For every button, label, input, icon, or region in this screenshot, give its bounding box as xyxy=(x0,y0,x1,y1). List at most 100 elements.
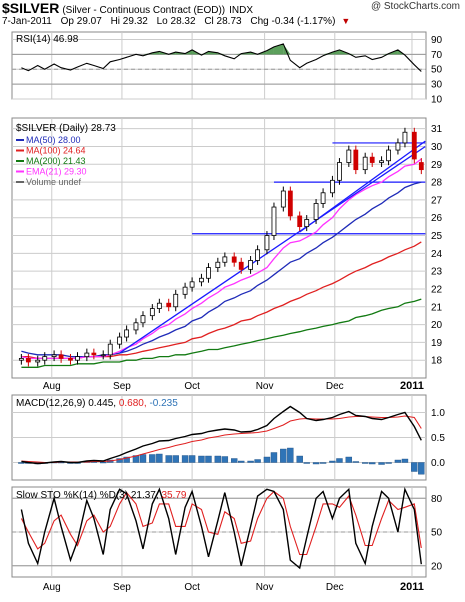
sto-title-part: Slow STO %K(14) %D(3) xyxy=(16,490,131,501)
rsi-overbought-fill xyxy=(283,43,291,55)
legend-item: MA(200) 21.43 xyxy=(26,156,86,166)
y-tick-label: 50 xyxy=(431,528,443,539)
title-line: $SILVER (Silver - Continuous Contract (EO… xyxy=(2,0,253,16)
macd-histogram-bar xyxy=(401,458,409,463)
legend-item: EMA(21) 29.30 xyxy=(26,167,87,177)
macd-histogram-bar xyxy=(123,456,130,463)
y-tick-label: 0.0 xyxy=(431,458,445,469)
macd-histogram-bar xyxy=(139,454,147,463)
macd-histogram-bar xyxy=(270,452,278,463)
macd-histogram-bar xyxy=(172,455,179,463)
y-tick-label: 29 xyxy=(431,160,443,171)
candle-body xyxy=(264,235,270,251)
candle-body xyxy=(238,261,244,270)
macd-histogram-bar xyxy=(378,462,385,465)
candle-body xyxy=(369,156,375,163)
quote-open: Op 29.07 xyxy=(60,16,102,27)
macd-signal-line xyxy=(21,415,422,464)
x-tick-label: Dec xyxy=(326,582,344,593)
y-tick-label: 20 xyxy=(431,320,443,331)
macd-histogram-bar xyxy=(369,462,376,465)
macd-title-part: 0.680, xyxy=(119,398,150,409)
y-tick-label: 27 xyxy=(431,195,443,206)
legend-item: MA(100) 24.64 xyxy=(26,146,86,156)
candle-body xyxy=(362,156,368,171)
macd-histogram-bar xyxy=(221,456,229,463)
sto-title-part: 35.79 xyxy=(161,490,186,501)
macd-histogram-bar xyxy=(156,453,163,463)
candle-body xyxy=(35,359,41,363)
candle-body xyxy=(140,315,146,324)
macd-title-part: -0.235 xyxy=(149,398,178,409)
ma200-line xyxy=(21,298,422,368)
legend-item: Volume undef xyxy=(26,177,82,187)
quote-close: Cl 28.73 xyxy=(204,16,242,27)
rsi-overbought-fill xyxy=(266,46,274,55)
candle-body xyxy=(287,190,293,217)
x-tick-label: Oct xyxy=(184,582,200,593)
macd-histogram-bar xyxy=(385,462,392,464)
x-tick-label: Dec xyxy=(326,381,344,392)
candle-body xyxy=(222,256,228,263)
macd-histogram-bar xyxy=(287,447,294,463)
quote-date: 7-Jan-2011 xyxy=(2,16,52,27)
macd-histogram-bar xyxy=(263,456,271,463)
macd-histogram-bar xyxy=(411,462,418,472)
candle-body xyxy=(418,162,424,171)
candle-body xyxy=(156,302,162,309)
macd-histogram-bar xyxy=(312,462,320,465)
x-tick-label: 2011 xyxy=(400,581,424,593)
candle-body xyxy=(248,260,253,270)
y-tick-label: 25 xyxy=(431,231,443,242)
macd-histogram-bar xyxy=(296,455,303,463)
candle-body xyxy=(124,329,130,338)
sto-title-part: 21.37, xyxy=(131,490,162,501)
sto-k-line xyxy=(20,486,422,570)
macd-histogram-bar xyxy=(336,458,343,463)
candle-body xyxy=(271,206,277,236)
y-tick-label: 90 xyxy=(431,35,443,46)
candle-body xyxy=(206,267,211,279)
candle-body xyxy=(411,131,417,160)
candle-body xyxy=(255,249,260,261)
macd-histogram-bar xyxy=(205,455,212,463)
y-tick-label: 24 xyxy=(431,249,443,260)
x-tick-label: Sep xyxy=(113,582,131,593)
quote-line: 7-Jan-2011 Op 29.07 Hi 29.32 Lo 28.32 Cl… xyxy=(2,16,356,27)
macd-histogram-bar xyxy=(247,460,254,463)
macd-histogram-bar xyxy=(238,460,245,463)
candle-body xyxy=(182,286,188,295)
candle-body xyxy=(100,354,106,357)
y-tick-label: 22 xyxy=(431,284,443,295)
macd-histogram-bar xyxy=(181,455,189,463)
y-tick-label: 20 xyxy=(431,561,443,572)
macd-title: MACD(12,26,9) 0.445, 0.680, -0.235 xyxy=(16,398,178,409)
macd-histogram-bar xyxy=(361,462,369,464)
quote-low: Lo 28.32 xyxy=(156,16,196,27)
candle-body xyxy=(320,192,326,204)
candle-body xyxy=(231,256,237,263)
x-tick-label: Aug xyxy=(43,381,61,392)
y-tick-label: 30 xyxy=(431,80,443,91)
watermark: @ StockCharts.com xyxy=(370,1,460,12)
candle-body xyxy=(215,261,221,268)
candle-body xyxy=(91,352,97,356)
candle-body xyxy=(133,322,139,331)
macd-line xyxy=(21,405,422,465)
macd-histogram-bar xyxy=(394,459,402,463)
rsi-overbought-fill xyxy=(234,53,242,55)
x-tick-label: Oct xyxy=(184,381,200,392)
macd-histogram-bar xyxy=(198,455,205,463)
y-tick-label: 80 xyxy=(431,494,443,505)
x-tick-label: Nov xyxy=(256,582,274,593)
candle-body xyxy=(189,281,195,288)
quote-change: Chg -0.34 (-1.17%) xyxy=(250,16,336,27)
candle-body xyxy=(353,149,359,171)
macd-histogram-bar xyxy=(280,448,287,463)
sto-d-line xyxy=(20,490,422,556)
y-tick-label: 1.0 xyxy=(431,408,445,419)
sto-title: Slow STO %K(14) %D(3) 21.37, 35.79 xyxy=(16,490,187,501)
y-tick-label: 19 xyxy=(431,338,443,349)
trendline xyxy=(119,145,426,354)
